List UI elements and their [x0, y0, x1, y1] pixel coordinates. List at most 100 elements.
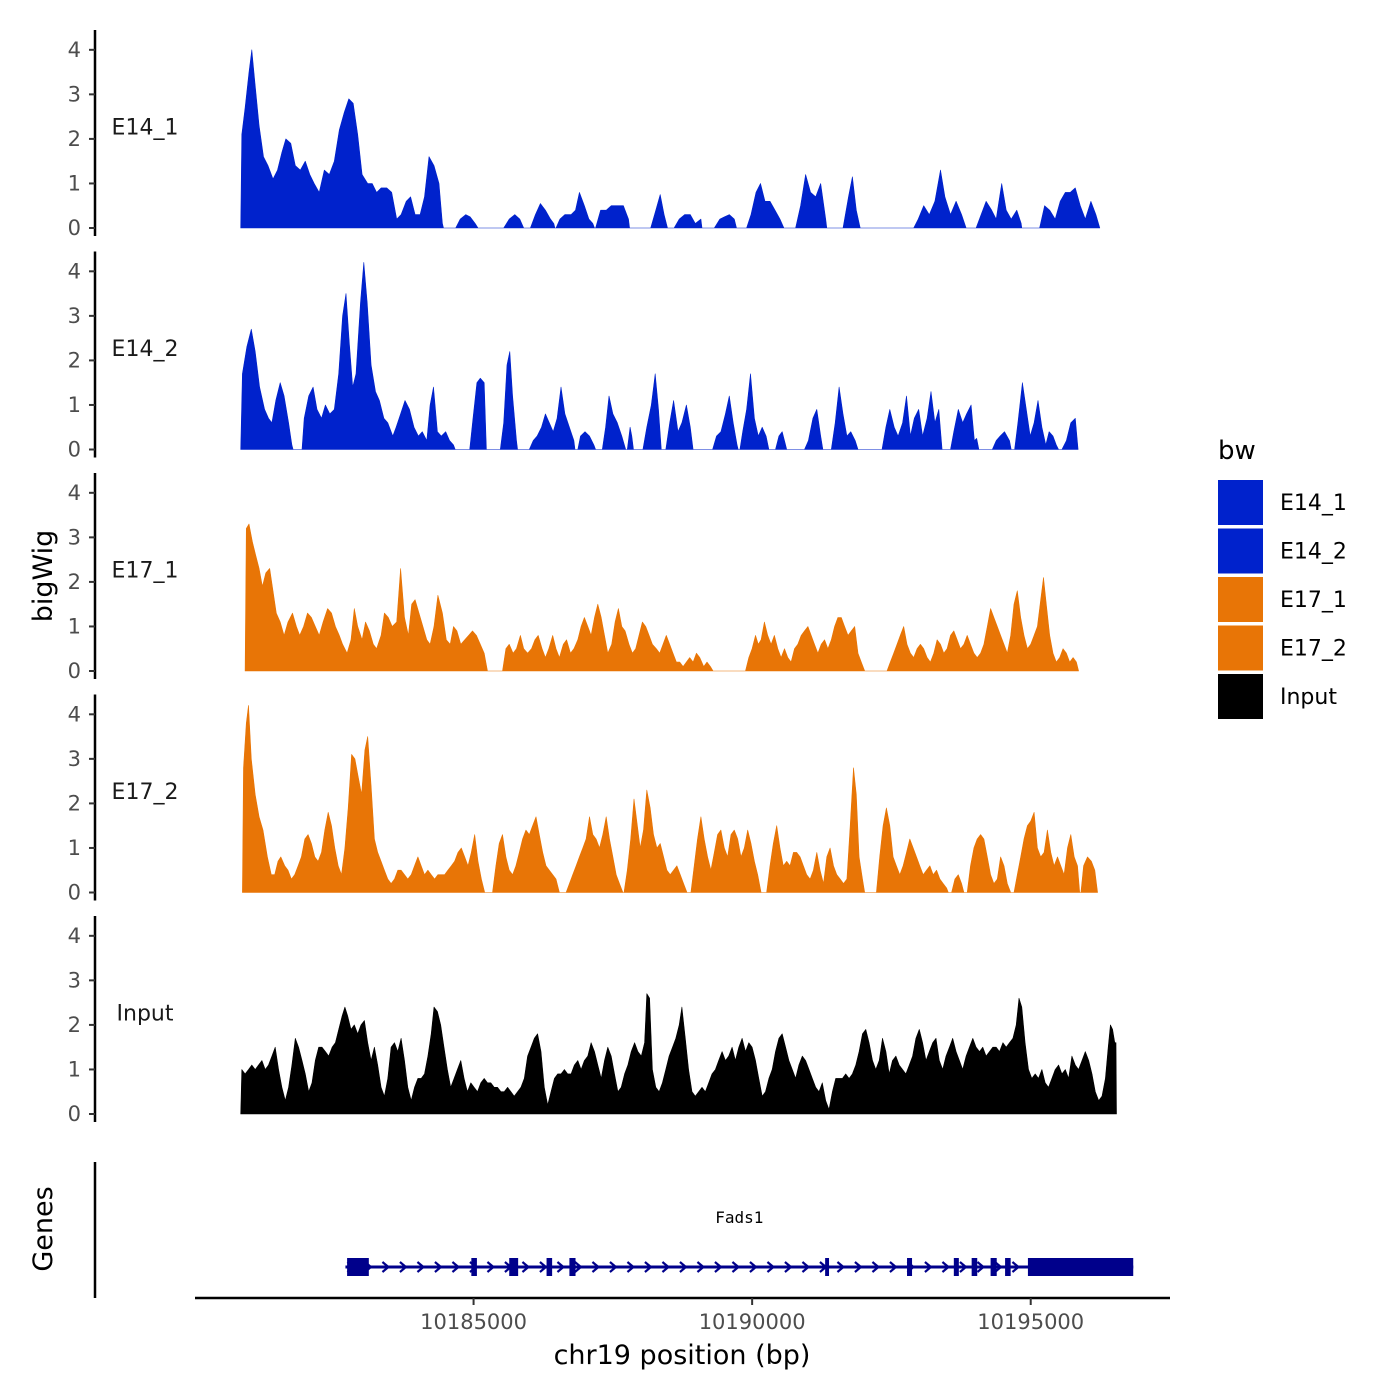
x-axis: 10185000 10190000 10195000 — [195, 1296, 1170, 1334]
strand-arrow — [731, 1261, 741, 1273]
legend-swatch — [1218, 577, 1263, 622]
signal-tracks: 0 1 2 3 4 E14_1 0 1 2 3 4 E14_2 0 1 2 3 4 E17_1 0 1 2 3 4 E17_2… — [68, 30, 1117, 1126]
strand-arrow — [451, 1261, 461, 1273]
strand-arrow — [924, 1261, 933, 1273]
track-label: E17_1 — [112, 558, 179, 583]
exon — [1027, 1258, 1134, 1276]
x-axis-title: chr19 position (bp) — [554, 1340, 811, 1371]
exon — [990, 1258, 997, 1276]
strand-arrow — [784, 1261, 793, 1273]
track-e14-2: 0 1 2 3 4 E14_2 — [68, 251, 1079, 462]
strand-arrow — [679, 1261, 688, 1273]
legend-swatch — [1218, 674, 1263, 719]
legend-title: bw — [1218, 436, 1256, 466]
track-e17-2: 0 1 2 3 4 E17_2 — [68, 694, 1098, 905]
exon — [1005, 1258, 1011, 1276]
exon — [953, 1258, 959, 1276]
strand-arrow — [381, 1261, 391, 1273]
y-tick-label: 3 — [68, 525, 81, 549]
y-tick-label: 2 — [68, 127, 81, 151]
strand-arrow — [889, 1261, 898, 1273]
y-axis-title: bigWig — [28, 530, 59, 623]
strand-arrow — [766, 1261, 776, 1273]
y-tick-label: 2 — [68, 570, 81, 594]
y-tick-label: 1 — [68, 393, 81, 417]
strand-arrow — [591, 1261, 601, 1273]
strand-arrow — [539, 1261, 548, 1273]
strand-arrow — [749, 1261, 758, 1273]
strand-arrow — [1011, 1261, 1021, 1273]
exon — [347, 1258, 369, 1276]
y-tick-label: 1 — [68, 614, 81, 638]
exon — [546, 1258, 553, 1276]
y-tick-label: 3 — [68, 747, 81, 771]
strand-arrow — [941, 1261, 951, 1273]
legend: bw E14_1 E14_2 E17_1 E17_2 Input — [1218, 436, 1347, 719]
exon — [825, 1258, 830, 1276]
legend-swatch — [1218, 528, 1263, 574]
y-tick-label: 0 — [68, 216, 81, 240]
exon — [907, 1258, 913, 1276]
track-label: E14_1 — [112, 115, 179, 140]
y-tick-label: 4 — [68, 924, 81, 948]
strand-arrow — [399, 1261, 408, 1273]
strand-arrow — [959, 1261, 968, 1273]
strand-arrow — [644, 1261, 653, 1273]
y-tick-label: 3 — [68, 968, 81, 992]
y-tick-label: 3 — [68, 304, 81, 328]
y-tick-label: 4 — [68, 702, 81, 726]
track-e17-1: 0 1 2 3 4 E17_1 — [68, 473, 1079, 683]
gene-track: Fads1 — [93, 1162, 1134, 1298]
strand-arrow — [801, 1261, 811, 1273]
x-tick-label: 10195000 — [977, 1310, 1084, 1334]
track-label: E17_2 — [112, 780, 179, 805]
strand-arrow — [521, 1261, 531, 1273]
y-tick-label: 0 — [68, 438, 81, 462]
y-tick-label: 4 — [68, 259, 81, 283]
signal-area-input — [240, 993, 1117, 1115]
y-tick-label: 4 — [68, 481, 81, 505]
y-tick-label: 1 — [68, 836, 81, 860]
strand-arrow — [714, 1261, 723, 1273]
legend-swatch — [1218, 480, 1263, 525]
strand-arrow — [486, 1261, 496, 1273]
track-input: 0 1 2 3 4 Input — [68, 916, 1117, 1126]
y-tick-label: 2 — [68, 348, 81, 372]
exon — [569, 1258, 576, 1276]
exon — [971, 1258, 978, 1276]
y-tick-label: 3 — [68, 82, 81, 106]
legend-label: E14_1 — [1280, 491, 1347, 516]
y-tick-label: 1 — [68, 171, 81, 195]
y-tick-label: 4 — [68, 38, 81, 62]
y-tick-label: 2 — [68, 1013, 81, 1037]
gene-name-label: Fads1 — [715, 1208, 763, 1227]
signal-area-e14-1 — [240, 49, 1101, 229]
x-tick-label: 10190000 — [699, 1310, 806, 1334]
exon — [471, 1258, 477, 1276]
legend-label: E14_2 — [1280, 540, 1347, 565]
signal-area-e14-2 — [240, 262, 1079, 450]
strand-arrow — [574, 1261, 583, 1273]
strand-arrow — [416, 1261, 426, 1273]
strand-arrow — [836, 1261, 846, 1273]
legend-label: E17_2 — [1280, 637, 1347, 662]
x-tick-label: 10185000 — [420, 1310, 527, 1334]
strand-arrow — [976, 1261, 986, 1273]
legend-label: Input — [1280, 685, 1337, 710]
track-e14-1: 0 1 2 3 4 E14_1 — [68, 30, 1101, 240]
strand-arrow — [871, 1261, 881, 1273]
strand-arrow — [854, 1261, 863, 1273]
y-tick-label: 1 — [68, 1057, 81, 1081]
y-tick-label: 2 — [68, 791, 81, 815]
track-label: E14_2 — [112, 337, 179, 362]
gene-track-title: Genes — [28, 1186, 59, 1271]
strand-arrow — [626, 1261, 636, 1273]
strand-arrow — [661, 1261, 671, 1273]
y-tick-label: 0 — [68, 659, 81, 683]
exon — [509, 1258, 519, 1276]
signal-area-e17-1 — [244, 523, 1079, 672]
legend-swatch — [1218, 625, 1263, 671]
legend-label: E17_1 — [1280, 588, 1347, 613]
strand-arrow — [609, 1261, 618, 1273]
